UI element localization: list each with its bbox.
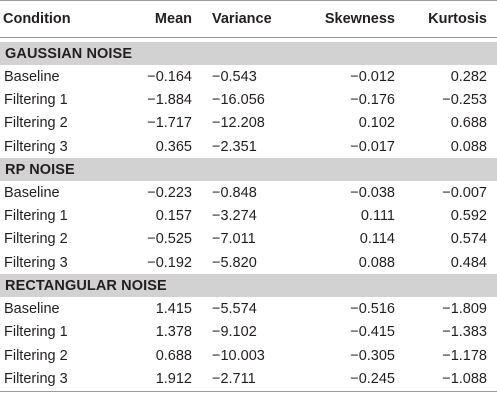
cell-skewness: −0.017 bbox=[350, 138, 395, 155]
table-body: GAUSSIAN NOISE Baseline −0.164 −0.543 −0.012… bbox=[0, 42, 497, 391]
cell-kurtosis: −0.007 bbox=[442, 184, 487, 201]
cell-skewness: −0.176 bbox=[350, 91, 395, 108]
cell-mean: 1.415 bbox=[155, 301, 192, 318]
header-skewness: Skewness bbox=[324, 11, 395, 27]
cell-skewness: −0.038 bbox=[350, 184, 395, 201]
cell-mean: −0.164 bbox=[147, 68, 192, 85]
cell-mean: −0.525 bbox=[147, 231, 192, 248]
cell-mean: −1.717 bbox=[147, 115, 192, 132]
cell-variance: −3.274 bbox=[212, 208, 257, 225]
bottom-rule bbox=[0, 390, 497, 392]
cell-variance: −5.820 bbox=[212, 254, 257, 271]
cell-condition: Filtering 3 bbox=[4, 138, 68, 155]
table-row: Baseline 1.415 −5.574 −0.516 −1.809 bbox=[0, 297, 497, 320]
cell-kurtosis: −1.088 bbox=[442, 370, 487, 387]
table-row: Filtering 3 0.365 −2.351 −0.017 0.088 bbox=[0, 135, 497, 158]
table-header: Condition Mean Variance Skewness Kurtosi… bbox=[0, 0, 497, 38]
cell-mean: 1.912 bbox=[155, 370, 192, 387]
cell-variance: −2.351 bbox=[212, 138, 257, 155]
cell-variance: −9.102 bbox=[212, 324, 257, 341]
cell-mean: 0.688 bbox=[155, 347, 192, 364]
cell-skewness: −0.012 bbox=[350, 68, 395, 85]
table-row: Filtering 2 −0.525 −7.011 0.114 0.574 bbox=[0, 228, 497, 251]
statistics-table: Condition Mean Variance Skewness Kurtosi… bbox=[0, 0, 497, 392]
cell-skewness: 0.102 bbox=[358, 115, 395, 132]
section-header: RP NOISE bbox=[0, 158, 497, 182]
cell-kurtosis: −1.178 bbox=[442, 347, 487, 364]
header-variance: Variance bbox=[212, 11, 272, 27]
cell-kurtosis: 0.688 bbox=[450, 115, 487, 132]
cell-skewness: 0.111 bbox=[360, 208, 395, 225]
cell-skewness: 0.114 bbox=[359, 231, 395, 248]
cell-condition: Filtering 3 bbox=[4, 254, 68, 271]
cell-mean: −0.223 bbox=[147, 184, 192, 201]
section-header: GAUSSIAN NOISE bbox=[0, 42, 497, 65]
cell-skewness: −0.415 bbox=[350, 324, 395, 341]
cell-variance: −0.543 bbox=[212, 68, 257, 85]
cell-variance: −16.056 bbox=[212, 91, 265, 108]
cell-variance: −5.574 bbox=[212, 301, 257, 318]
cell-skewness: −0.305 bbox=[350, 347, 395, 364]
cell-mean: 0.157 bbox=[155, 208, 192, 225]
table-row: Filtering 1 0.157 −3.274 0.111 0.592 bbox=[0, 204, 497, 227]
cell-condition: Filtering 1 bbox=[4, 91, 68, 108]
cell-kurtosis: −1.809 bbox=[442, 301, 487, 318]
table-row: Filtering 1 1.378 −9.102 −0.415 −1.383 bbox=[0, 321, 497, 344]
cell-mean: −0.192 bbox=[147, 254, 192, 271]
cell-kurtosis: 0.484 bbox=[450, 254, 487, 271]
cell-condition: Filtering 1 bbox=[4, 208, 68, 225]
table-row: Filtering 2 0.688 −10.003 −0.305 −1.178 bbox=[0, 344, 497, 367]
cell-condition: Filtering 1 bbox=[4, 324, 68, 341]
cell-mean: −1.884 bbox=[147, 91, 192, 108]
cell-condition: Filtering 2 bbox=[4, 231, 68, 248]
cell-kurtosis: 0.282 bbox=[450, 68, 487, 85]
table-row: Baseline −0.164 −0.543 −0.012 0.282 bbox=[0, 65, 497, 88]
header-condition: Condition bbox=[3, 11, 71, 27]
table-row: Filtering 3 −0.192 −5.820 0.088 0.484 bbox=[0, 251, 497, 274]
cell-mean: 0.365 bbox=[155, 138, 192, 155]
cell-condition: Baseline bbox=[4, 68, 60, 85]
cell-variance: −2.711 bbox=[212, 370, 256, 387]
header-mean: Mean bbox=[154, 11, 192, 27]
cell-skewness: 0.088 bbox=[358, 254, 395, 271]
cell-skewness: −0.245 bbox=[350, 370, 395, 387]
cell-kurtosis: 0.592 bbox=[450, 208, 487, 225]
cell-variance: −12.208 bbox=[212, 115, 265, 132]
section-header: RECTANGULAR NOISE bbox=[0, 274, 497, 298]
cell-condition: Baseline bbox=[4, 184, 60, 201]
cell-condition: Baseline bbox=[4, 301, 60, 318]
table-row: Baseline −0.223 −0.848 −0.038 −0.007 bbox=[0, 181, 497, 204]
cell-variance: −10.003 bbox=[212, 347, 265, 364]
cell-condition: Filtering 2 bbox=[4, 347, 68, 364]
cell-condition: Filtering 2 bbox=[4, 115, 68, 132]
table-row: Filtering 2 −1.717 −12.208 0.102 0.688 bbox=[0, 112, 497, 135]
cell-kurtosis: 0.574 bbox=[450, 231, 487, 248]
header-kurtosis: Kurtosis bbox=[428, 11, 487, 27]
table-row: Filtering 3 1.912 −2.711 −0.245 −1.088 bbox=[0, 367, 497, 390]
cell-condition: Filtering 3 bbox=[4, 370, 68, 387]
cell-variance: −0.848 bbox=[212, 184, 257, 201]
cell-kurtosis: −0.253 bbox=[442, 91, 487, 108]
cell-kurtosis: −1.383 bbox=[442, 324, 487, 341]
cell-kurtosis: 0.088 bbox=[450, 138, 487, 155]
table-row: Filtering 1 −1.884 −16.056 −0.176 −0.253 bbox=[0, 88, 497, 111]
cell-variance: −7.011 bbox=[212, 231, 256, 248]
cell-skewness: −0.516 bbox=[350, 301, 395, 318]
cell-mean: 1.378 bbox=[155, 324, 192, 341]
